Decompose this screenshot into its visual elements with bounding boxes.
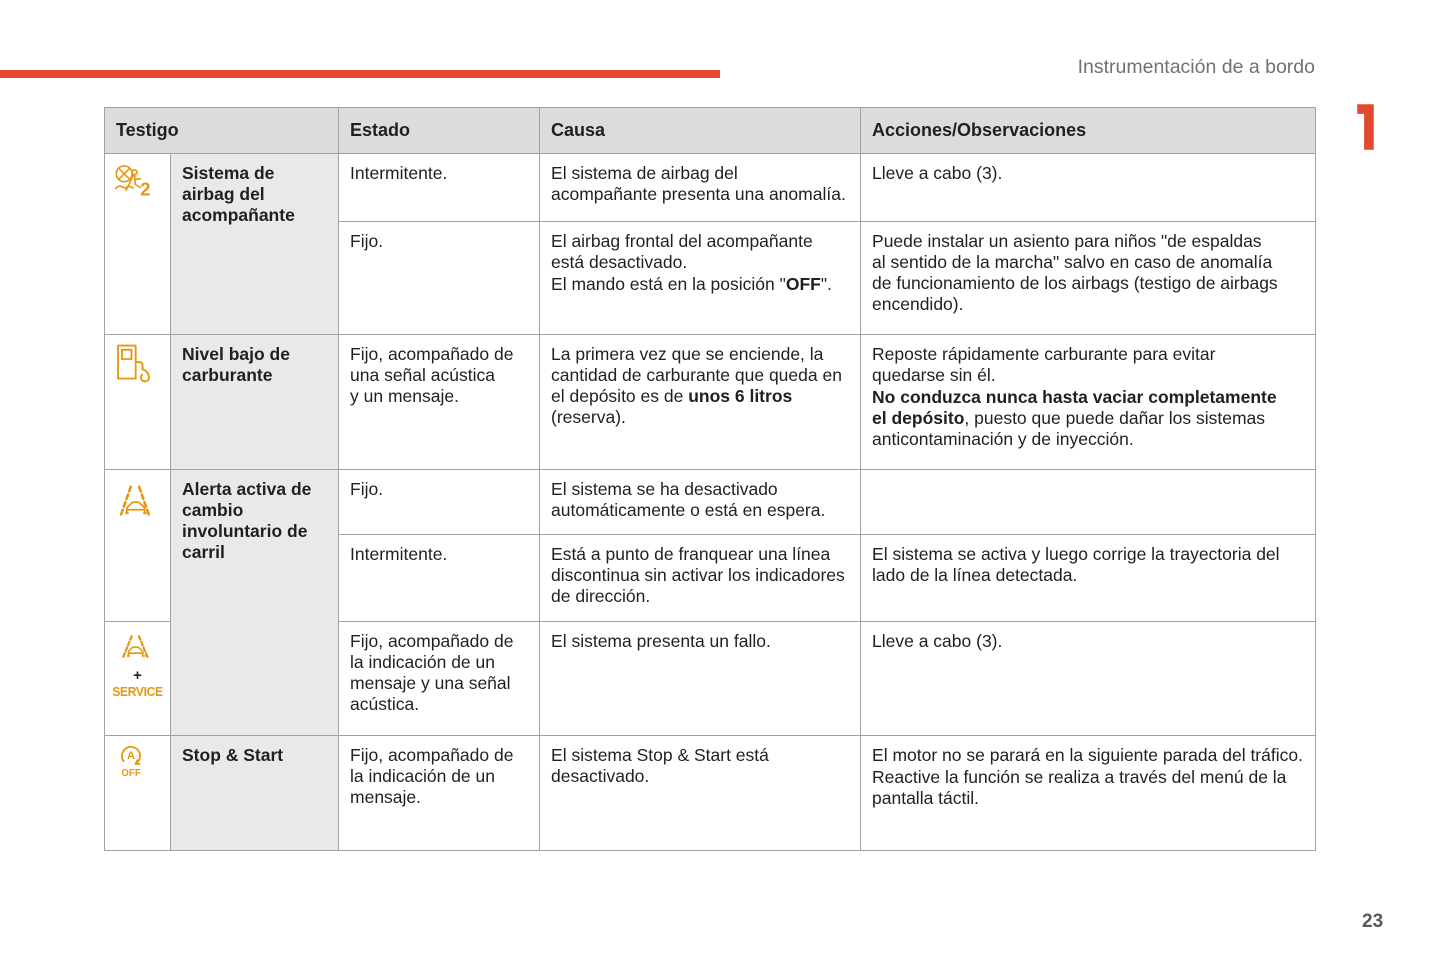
svg-text:2: 2 <box>140 178 150 199</box>
svg-text:A: A <box>127 750 135 762</box>
svg-text:OFF: OFF <box>121 768 141 779</box>
